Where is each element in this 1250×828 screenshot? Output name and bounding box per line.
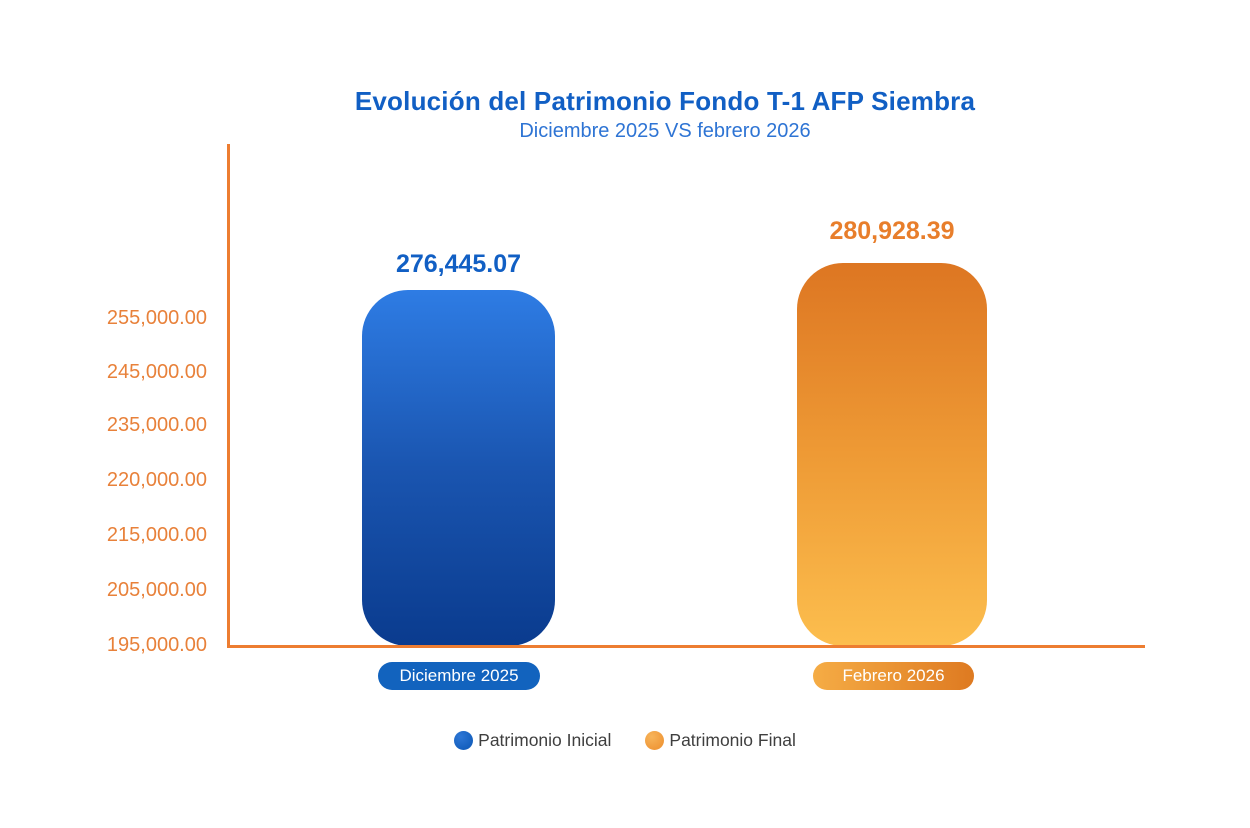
y-axis-tick-label-205000: 205,000.00 [106,579,207,601]
legend: Patrimonio Inicial Patrimonio Final [0,726,1250,754]
legend-item-patrimonio-inicial: Patrimonio Inicial [454,730,611,751]
y-axis-tick-label-245000: 245,000.00 [106,361,207,383]
legend-marker-orange-icon [645,730,665,750]
x-axis-category-label-febrero-2026: Febrero 2026 [813,662,974,690]
legend-label-patrimonio-final: Patrimonio Final [669,729,796,750]
legend-marker-blue-icon [454,730,474,750]
y-axis-line [227,144,230,647]
bar-value-label-diciembre-2025: 276,445.07 [395,250,522,278]
y-axis-tick-label-235000: 235,000.00 [106,414,207,436]
legend-item-patrimonio-final: Patrimonio Final [645,729,796,751]
bar-patrimonio-inicial-diciembre-2025 [362,290,555,646]
y-axis-tick-label-215000: 215,000.00 [106,524,207,546]
bar-value-label-febrero-2026: 280,928.39 [829,217,955,245]
legend-label-patrimonio-inicial: Patrimonio Inicial [478,729,612,750]
bar-patrimonio-final-febrero-2026 [797,263,987,646]
y-axis-tick-label-220000: 220,000.00 [106,469,207,491]
chart-title: Evolución del Patrimonio Fondo T-1 AFP S… [354,86,976,116]
x-axis-line [227,645,1145,648]
x-axis-category-label-diciembre-2025: Diciembre 2025 [378,662,540,690]
y-axis-tick-label-255000: 255,000.00 [106,307,207,329]
y-axis-tick-label-195000: 195,000.00 [106,634,207,656]
chart-subtitle: Diciembre 2025 VS febrero 2026 [519,120,811,142]
